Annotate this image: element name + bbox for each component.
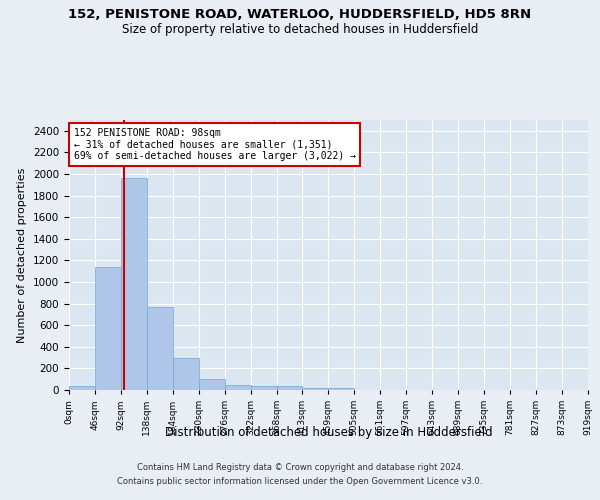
Y-axis label: Number of detached properties: Number of detached properties <box>17 168 28 342</box>
Bar <box>251 386 277 390</box>
Text: Contains public sector information licensed under the Open Government Licence v3: Contains public sector information licen… <box>118 477 482 486</box>
Text: Distribution of detached houses by size in Huddersfield: Distribution of detached houses by size … <box>165 426 493 439</box>
Bar <box>302 388 328 390</box>
Bar <box>69 386 95 390</box>
Bar <box>95 267 121 390</box>
Text: Contains HM Land Registry data © Crown copyright and database right 2024.: Contains HM Land Registry data © Crown c… <box>137 464 463 472</box>
Text: Size of property relative to detached houses in Huddersfield: Size of property relative to detached ho… <box>122 22 478 36</box>
Bar <box>173 358 199 390</box>
Bar <box>199 379 225 390</box>
Bar <box>147 307 173 390</box>
Bar <box>328 388 354 390</box>
Text: 152 PENISTONE ROAD: 98sqm
← 31% of detached houses are smaller (1,351)
69% of se: 152 PENISTONE ROAD: 98sqm ← 31% of detac… <box>74 128 356 161</box>
Bar <box>121 178 147 390</box>
Text: 152, PENISTONE ROAD, WATERLOO, HUDDERSFIELD, HD5 8RN: 152, PENISTONE ROAD, WATERLOO, HUDDERSFI… <box>68 8 532 20</box>
Bar <box>277 386 302 390</box>
Bar <box>225 385 251 390</box>
